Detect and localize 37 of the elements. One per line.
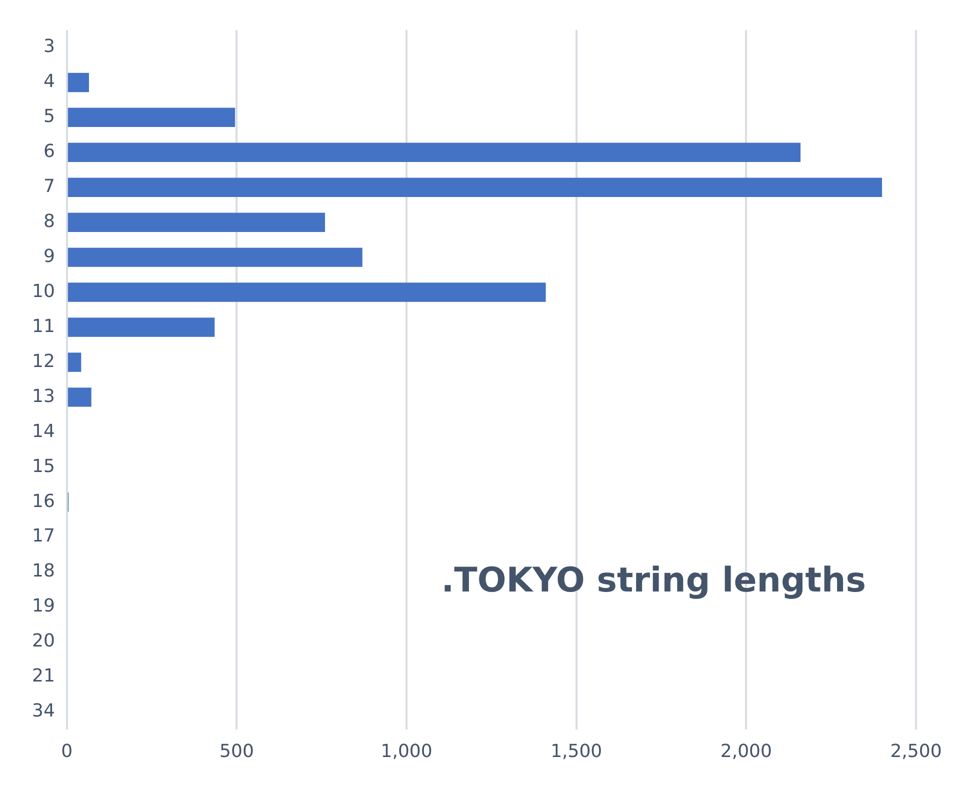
y-tick-label: 15 bbox=[32, 456, 55, 477]
y-tick-label: 7 bbox=[43, 176, 55, 198]
x-tick-label: 2,000 bbox=[720, 740, 772, 762]
text: .TOKYO string lengths bbox=[441, 560, 866, 600]
y-tick-label: 20 bbox=[32, 630, 55, 652]
x-tick-label: 1,500 bbox=[550, 740, 602, 762]
y-tick-label: 14 bbox=[32, 420, 55, 442]
y-tick-label: 13 bbox=[32, 386, 55, 407]
bar bbox=[68, 108, 236, 128]
y-tick-label: 19 bbox=[32, 596, 55, 617]
bar bbox=[68, 248, 362, 267]
y-tick-label: 18 bbox=[32, 560, 55, 582]
x-tick-label: 1,000 bbox=[380, 740, 432, 762]
y-tick-label: 6 bbox=[43, 141, 55, 162]
y-tick-label: 3 bbox=[43, 36, 55, 58]
y-tick-label: 11 bbox=[32, 316, 55, 337]
y-tick-label: 21 bbox=[32, 666, 55, 687]
y-tick-label: 9 bbox=[43, 246, 55, 267]
y-tick-label: 8 bbox=[43, 211, 55, 232]
bar bbox=[68, 142, 801, 162]
bar bbox=[68, 282, 546, 302]
bar bbox=[68, 352, 82, 372]
y-tick-label: 10 bbox=[32, 280, 55, 302]
bar bbox=[68, 72, 89, 92]
y-tick-label: 4 bbox=[43, 71, 55, 92]
bar bbox=[68, 178, 882, 197]
y-tick-label: 17 bbox=[32, 526, 55, 547]
bar bbox=[68, 388, 92, 407]
y-tick-label: 5 bbox=[43, 106, 55, 128]
x-tick-label: 500 bbox=[220, 740, 254, 762]
x-tick-label: 0 bbox=[61, 740, 73, 762]
bar bbox=[68, 212, 326, 232]
y-tick-label: 34 bbox=[32, 700, 55, 722]
bar bbox=[68, 318, 215, 337]
x-tick-label: 2,500 bbox=[890, 740, 942, 762]
y-tick-label: 16 bbox=[32, 490, 55, 512]
y-tick-label: 12 bbox=[32, 350, 55, 372]
